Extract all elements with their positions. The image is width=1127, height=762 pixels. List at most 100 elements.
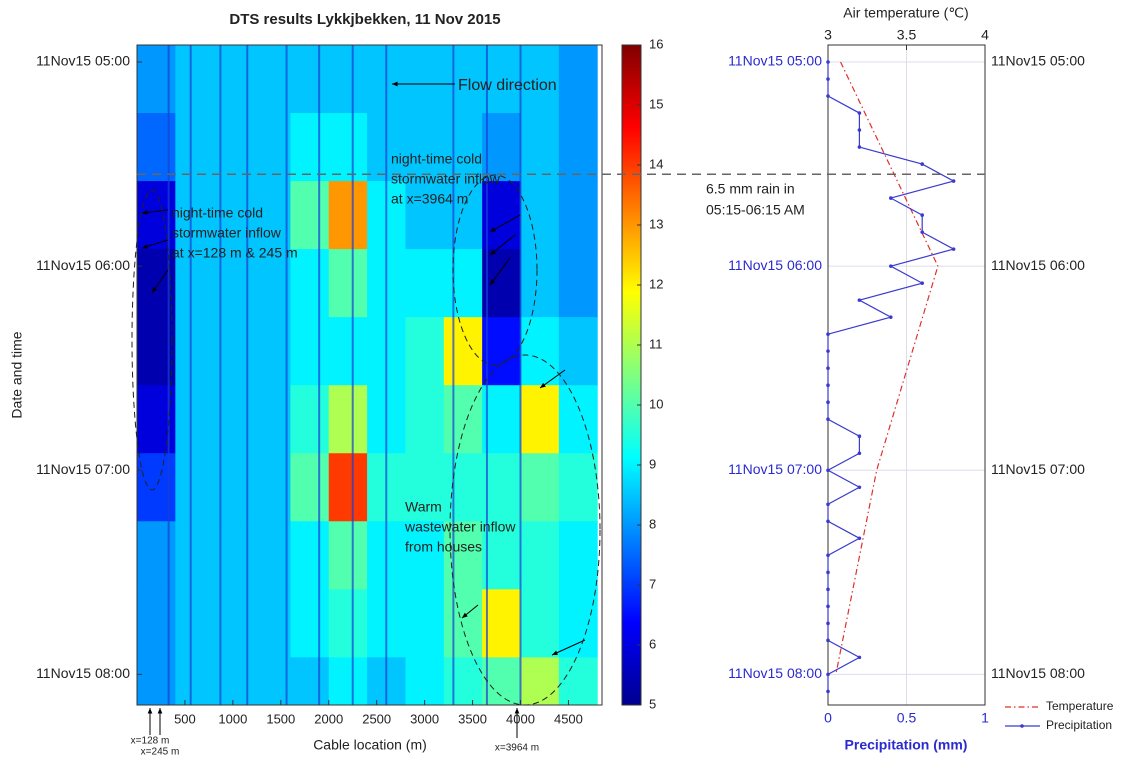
series-point	[826, 60, 830, 64]
annotation: x=245 m	[141, 747, 180, 757]
series-point	[857, 434, 862, 439]
heatmap-cell	[290, 589, 330, 658]
heatmap-cell	[175, 45, 215, 114]
series-point	[857, 145, 862, 149]
series-point	[889, 196, 893, 200]
arrow-head	[490, 279, 496, 285]
x-tick-label: 2500	[362, 711, 391, 726]
annotation: stormwater inflow	[391, 171, 501, 187]
heatmap-cell	[252, 657, 291, 705]
series-point	[826, 349, 830, 353]
heatmap-cell	[137, 249, 176, 318]
heatmap-cell	[290, 657, 330, 705]
heatmap-cell	[482, 657, 522, 705]
y-tick-label: 11Nov15 08:00	[728, 665, 822, 681]
heatmap-cell	[520, 385, 560, 454]
series-point	[826, 383, 830, 388]
annotation: from houses	[405, 539, 482, 555]
heatmap-cell	[443, 317, 483, 386]
heatmap-cell	[405, 181, 445, 250]
series-line	[826, 62, 956, 692]
heatmap-cell	[137, 113, 176, 182]
legend-label: Temperature	[1046, 699, 1114, 713]
heatmap-cell	[520, 45, 560, 114]
series-point	[826, 77, 830, 81]
series-point	[826, 638, 830, 643]
heatmap-cell	[558, 45, 598, 114]
x2-tick-label: 3	[824, 27, 832, 43]
x-tick-label: 3000	[410, 711, 439, 726]
heatmap-cell	[405, 657, 445, 705]
heatmap-cell	[328, 657, 368, 705]
heatmap-cell	[137, 317, 176, 386]
heatmap-cell	[405, 113, 445, 182]
series-point	[857, 111, 862, 115]
series-point	[826, 570, 830, 575]
heatmap-cell	[482, 113, 522, 182]
y-tick-label-right: 11Nov15 05:00	[991, 53, 1085, 69]
series-point	[826, 587, 830, 592]
heatmap-cell	[175, 317, 215, 386]
x-tick-label: 1500	[266, 711, 295, 726]
heatmap-cell	[520, 589, 560, 658]
arrow-head	[490, 227, 496, 232]
annotation: 05:15-06:15 AM	[706, 202, 805, 218]
annotation: at x=128 m & 245 m	[172, 245, 298, 261]
series-point	[920, 213, 924, 217]
heatmap-cell	[443, 589, 483, 658]
series-line	[835, 61, 939, 675]
series-point	[826, 672, 830, 677]
arrow-head	[462, 612, 468, 618]
heatmap-cell	[558, 453, 598, 522]
arrow-head	[540, 382, 546, 388]
heatmap-cell	[252, 249, 291, 318]
series-point	[826, 366, 830, 370]
series-point	[826, 468, 830, 473]
heatmap-cell	[328, 317, 368, 386]
highlight-ellipse	[131, 189, 173, 491]
heatmap-cell	[405, 45, 445, 114]
annotation: at x=3964 m	[391, 191, 468, 207]
heatmap-cell	[443, 249, 483, 318]
series-point	[826, 553, 830, 558]
series-point	[857, 128, 862, 132]
heatmap-cell	[252, 113, 291, 182]
annotation: Flow direction	[458, 77, 557, 94]
heatmap-cells	[137, 45, 598, 705]
heatmap-cell	[328, 249, 368, 318]
x-tick-label: 4500	[554, 711, 583, 726]
colorbar-tick-label: 9	[649, 456, 656, 471]
heatmap-cell	[405, 521, 445, 590]
y-tick-label-right: 11Nov15 07:00	[991, 461, 1085, 477]
y-tick-label: 11Nov15 05:00	[728, 53, 822, 69]
heatmap-cell	[405, 589, 445, 658]
series-point	[826, 689, 830, 694]
heatmap-cell	[482, 521, 522, 590]
series-point	[857, 485, 862, 490]
x-tick-label: 0	[824, 710, 832, 726]
heatmap-cell	[443, 113, 483, 182]
heatmap-cell	[175, 589, 215, 658]
heatmap-cell	[520, 521, 560, 590]
heatmap-cell	[137, 589, 176, 658]
annotation: stormwater inflow	[172, 225, 282, 241]
series-point	[951, 247, 956, 251]
arrow	[489, 257, 511, 286]
colorbar	[621, 44, 642, 706]
series-point	[920, 162, 924, 166]
arrow-head	[552, 650, 558, 655]
x2-tick-label: 4	[981, 27, 989, 43]
heatmap-cell	[443, 45, 483, 114]
series-point	[857, 298, 862, 302]
y-tick-label: 11Nov15 06:00	[728, 257, 822, 273]
heatmap-cell	[175, 249, 215, 318]
arrow-head	[157, 708, 163, 714]
heatmap-cell	[405, 317, 445, 386]
series-point	[889, 315, 893, 319]
colorbar-tick-label: 16	[649, 36, 663, 51]
heatmap-cell	[520, 453, 560, 522]
heatmap-cell	[558, 589, 598, 658]
y-tick-label: 11Nov15 07:00	[36, 461, 130, 477]
heatmap-cell	[252, 317, 291, 386]
